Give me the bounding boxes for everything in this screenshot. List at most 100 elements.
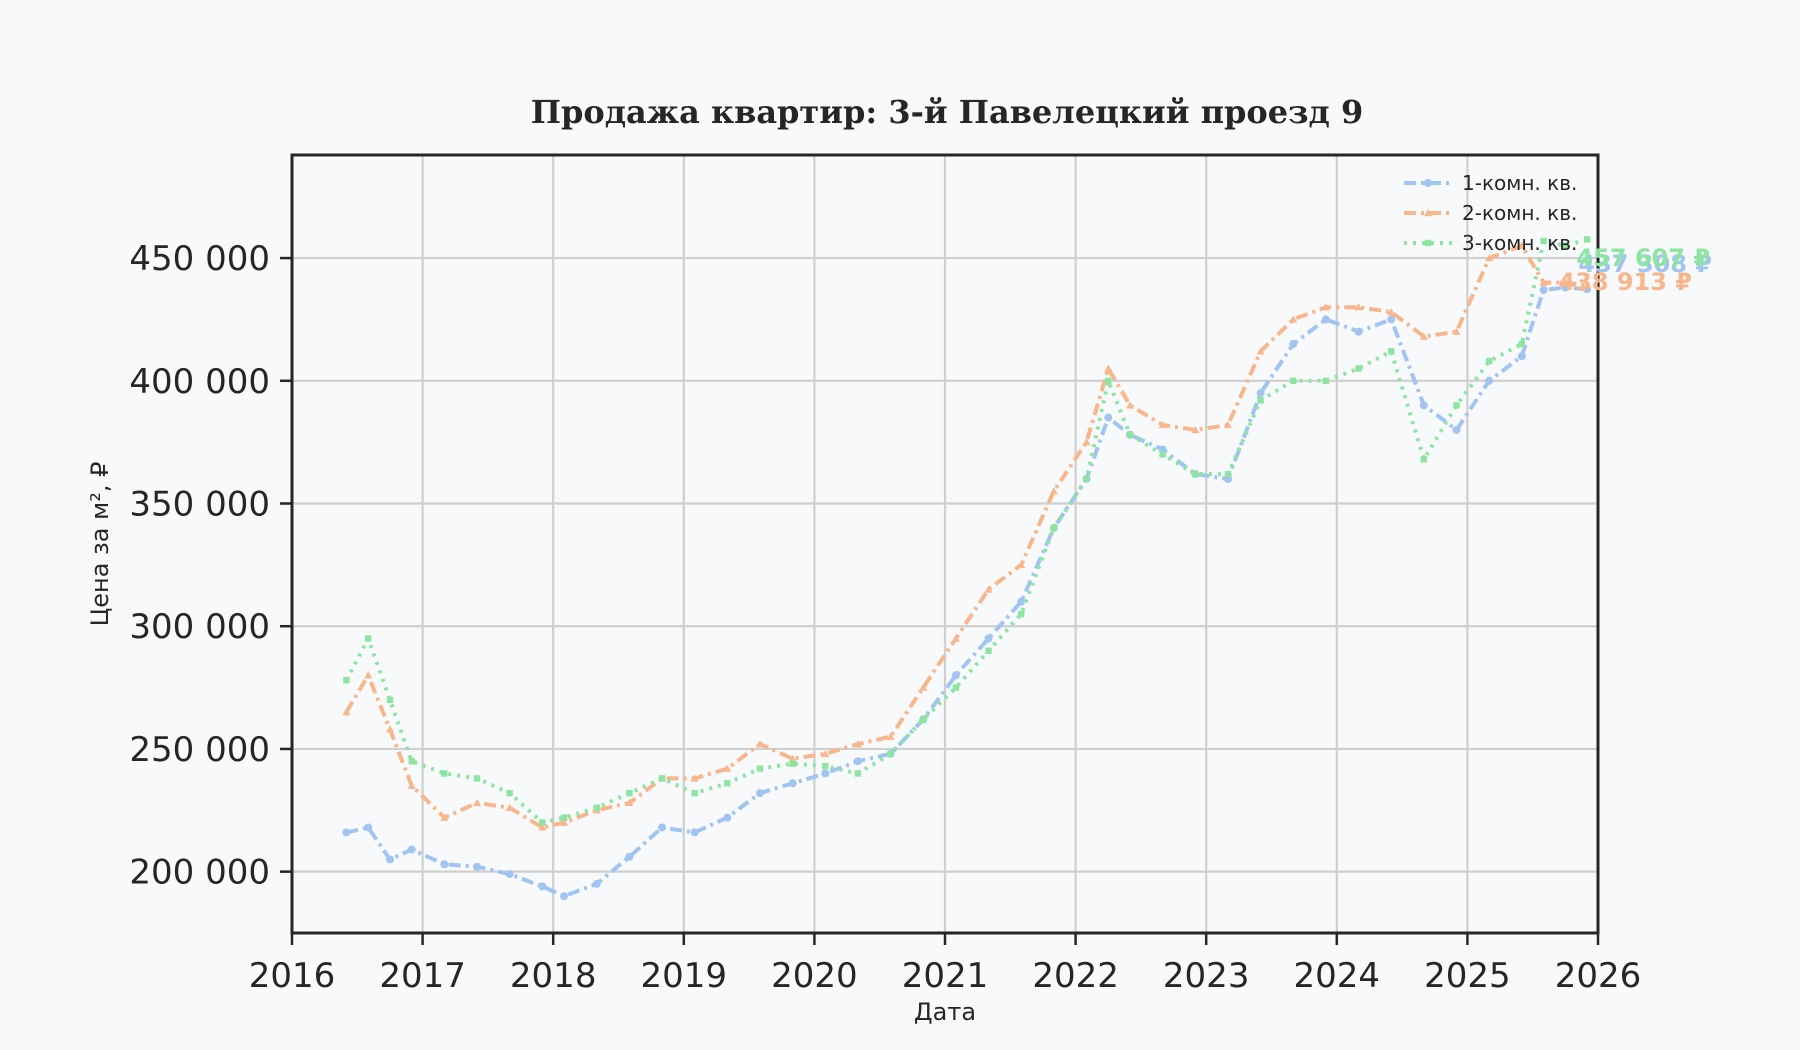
data-point <box>821 769 830 778</box>
series-1 <box>342 283 1592 901</box>
legend-item: 1-комн. кв. <box>1404 171 1577 195</box>
data-point <box>1583 236 1591 243</box>
data-point <box>1419 332 1428 340</box>
data-point <box>1256 347 1265 355</box>
data-point <box>1485 357 1493 365</box>
data-point <box>1517 352 1526 361</box>
data-point <box>853 757 862 766</box>
data-point <box>1453 402 1460 409</box>
data-point <box>952 684 960 691</box>
data-point <box>1583 281 1592 289</box>
data-point <box>1083 475 1090 483</box>
legend: 1-комн. кв. 2-комн. кв. 3-комн. кв. <box>1404 171 1577 255</box>
data-point <box>538 882 547 891</box>
data-point <box>1388 348 1395 355</box>
data-point <box>1322 377 1330 384</box>
data-point <box>723 764 732 772</box>
data-point <box>789 760 796 767</box>
data-point <box>920 716 927 723</box>
y-tick-label: 400 000 <box>129 362 270 402</box>
data-point <box>1485 376 1494 385</box>
data-point <box>1082 438 1091 446</box>
series-line <box>344 237 1588 825</box>
data-point <box>505 803 514 812</box>
data-point <box>625 852 634 861</box>
grid <box>290 155 1600 933</box>
series-line <box>345 285 1588 899</box>
data-point <box>1017 560 1026 569</box>
data-point <box>1539 278 1548 286</box>
data-point <box>886 732 895 740</box>
data-point <box>755 740 764 748</box>
data-point <box>822 762 829 770</box>
data-point <box>364 635 372 642</box>
data-point <box>1562 242 1569 250</box>
data-point <box>1104 364 1113 372</box>
data-point <box>1321 315 1330 324</box>
data-point <box>853 740 862 748</box>
data-point <box>364 671 373 679</box>
data-point <box>1158 420 1167 429</box>
legend-label: 3-комн. кв. <box>1462 231 1577 255</box>
data-point <box>1017 610 1025 618</box>
data-point <box>538 823 547 831</box>
series-end-label: 457 607 ₽ <box>1576 244 1710 272</box>
x-tick-label: 2024 <box>1294 956 1381 996</box>
data-point <box>951 671 960 680</box>
data-point <box>658 775 666 782</box>
data-point <box>560 814 568 821</box>
data-point <box>1354 303 1363 311</box>
data-point <box>756 765 764 772</box>
x-tick-label: 2018 <box>510 956 597 996</box>
data-point <box>984 634 993 643</box>
y-tick-label: 300 000 <box>129 607 270 647</box>
data-point <box>440 813 449 821</box>
data-point <box>1126 401 1135 409</box>
data-point <box>984 585 993 593</box>
data-point <box>1289 339 1298 348</box>
x-tick-label: 2016 <box>249 956 336 996</box>
data-point <box>1050 524 1058 532</box>
data-point <box>385 725 394 733</box>
data-point <box>1539 285 1548 294</box>
data-point <box>539 819 546 826</box>
data-point <box>1321 303 1330 311</box>
legend-label: 2-комн. кв. <box>1462 201 1577 225</box>
data-point <box>1289 315 1298 323</box>
y-axis-label: Цена за м², ₽ <box>86 462 114 627</box>
x-tick-label: 2017 <box>379 956 466 996</box>
data-point <box>1387 315 1396 324</box>
data-point <box>343 677 350 684</box>
data-point <box>1049 487 1058 495</box>
legend-label: 1-комн. кв. <box>1462 171 1577 195</box>
data-point <box>473 775 481 782</box>
data-point <box>788 754 797 762</box>
data-point <box>1126 431 1134 438</box>
data-point <box>887 750 894 758</box>
data-point <box>342 708 351 716</box>
data-point <box>1354 327 1363 336</box>
data-point <box>364 823 373 832</box>
data-point <box>1159 451 1166 458</box>
data-point <box>385 855 394 864</box>
data-point <box>441 770 448 777</box>
y-tick-label: 350 000 <box>129 485 270 525</box>
data-point <box>1355 365 1362 372</box>
data-point <box>1424 179 1432 187</box>
data-point <box>560 818 569 826</box>
data-point <box>690 828 699 837</box>
data-point <box>854 770 862 777</box>
data-point <box>1452 327 1461 335</box>
data-point <box>440 860 449 869</box>
data-point <box>919 683 928 691</box>
data-point <box>821 749 830 758</box>
series-layer <box>342 236 1592 901</box>
data-point <box>473 798 482 807</box>
data-point <box>788 779 797 788</box>
data-point <box>658 823 667 832</box>
data-point <box>1104 413 1113 422</box>
legend-item: 2-комн. кв. <box>1404 201 1577 225</box>
x-tick-label: 2026 <box>1555 956 1642 996</box>
series-2 <box>342 241 1592 831</box>
